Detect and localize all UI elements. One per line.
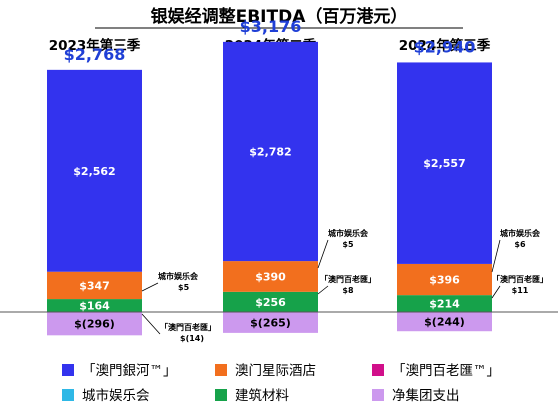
annotation-leader-line bbox=[141, 313, 161, 335]
annotation-value: $5 bbox=[342, 240, 354, 249]
legend-label: 城市娱乐会 bbox=[82, 387, 150, 404]
segment-label: $164 bbox=[79, 300, 110, 313]
annotation-value: $(14) bbox=[180, 334, 204, 343]
legend-swatch bbox=[62, 364, 74, 376]
annotation-label: 城市娱乐会 bbox=[500, 228, 540, 238]
segment-label: $390 bbox=[255, 270, 286, 283]
annotation-label: 「澳門百老匯」 bbox=[320, 274, 376, 284]
annotation-value: $8 bbox=[342, 286, 354, 295]
segment-label: $2,562 bbox=[73, 165, 115, 178]
total-label: $2,768 bbox=[64, 45, 126, 64]
bar-segment bbox=[47, 271, 142, 300]
annotation-label: 「澳門百老匯」 bbox=[160, 322, 216, 332]
legend-swatch bbox=[215, 364, 227, 376]
legend-label: 建筑材料 bbox=[235, 388, 289, 404]
legend-label: 净集团支出 bbox=[392, 388, 460, 404]
bar-segment-negative bbox=[397, 312, 492, 332]
annotation-value: $11 bbox=[512, 286, 529, 295]
segment-label: $214 bbox=[429, 298, 460, 311]
annotation-value: $5 bbox=[178, 283, 190, 292]
annotation-label: 「澳門百老匯」 bbox=[492, 274, 548, 284]
bar-segment-negative bbox=[47, 312, 142, 336]
segment-label: $2,782 bbox=[249, 145, 291, 158]
segment-label-negative: $(296) bbox=[74, 318, 115, 331]
bar-segment bbox=[223, 41, 318, 262]
legend-swatch bbox=[62, 389, 74, 401]
segment-label: $2,557 bbox=[423, 157, 465, 170]
bar-segment bbox=[223, 261, 318, 292]
period-label: 2023年第三季 bbox=[49, 37, 141, 54]
segment-label-negative: $(244) bbox=[424, 316, 465, 329]
annotation-leader-line bbox=[491, 239, 501, 273]
bar-segment bbox=[397, 263, 492, 296]
segment-label: $347 bbox=[79, 279, 110, 292]
legend-label: 「澳門銀河™」 bbox=[82, 363, 177, 379]
segment-label: $256 bbox=[255, 296, 286, 309]
segment-label: $396 bbox=[429, 274, 460, 287]
bar-segment bbox=[47, 69, 142, 272]
total-label: $3,176 bbox=[240, 17, 302, 36]
annotation-label: 城市娱乐会 bbox=[158, 271, 198, 281]
legend-swatch bbox=[372, 389, 384, 401]
annotation-leader-line bbox=[141, 282, 159, 292]
period-label: 2024年第三季 bbox=[399, 37, 491, 54]
bar-segment bbox=[47, 299, 142, 312]
legend-swatch bbox=[372, 364, 384, 376]
legend-label: 澳门星际酒店 bbox=[235, 363, 316, 379]
legend-label: 「澳門百老匯™」 bbox=[392, 363, 500, 379]
annotation-value: $6 bbox=[514, 240, 526, 249]
annotation-leader-line bbox=[317, 285, 329, 295]
annotation-leader-line bbox=[317, 239, 329, 269]
annotation-leader-line bbox=[491, 285, 501, 299]
bar-segment bbox=[397, 62, 492, 264]
bar-segment-negative bbox=[223, 312, 318, 333]
chart-title: 银娱经调整EBITDA（百万港元） bbox=[151, 6, 408, 27]
legend-swatch bbox=[215, 389, 227, 401]
bar-segment bbox=[397, 295, 492, 312]
annotation-label: 城市娱乐会 bbox=[328, 228, 368, 238]
bar-segment bbox=[223, 291, 318, 312]
total-label: $2,940 bbox=[414, 37, 476, 56]
segment-label-negative: $(265) bbox=[250, 316, 291, 329]
